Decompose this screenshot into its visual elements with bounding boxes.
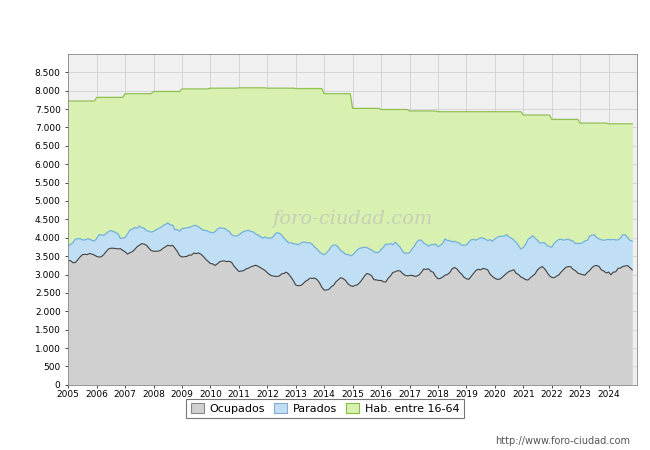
Legend: Ocupados, Parados, Hab. entre 16-64: Ocupados, Parados, Hab. entre 16-64 xyxy=(186,399,464,418)
Text: http://www.foro-ciudad.com: http://www.foro-ciudad.com xyxy=(495,436,630,446)
Text: Utiel  -  Evolucion de la poblacion en edad de Trabajar Noviembre de 2024: Utiel - Evolucion de la poblacion en eda… xyxy=(79,17,571,30)
Text: foro-ciudad.com: foro-ciudad.com xyxy=(272,211,433,229)
